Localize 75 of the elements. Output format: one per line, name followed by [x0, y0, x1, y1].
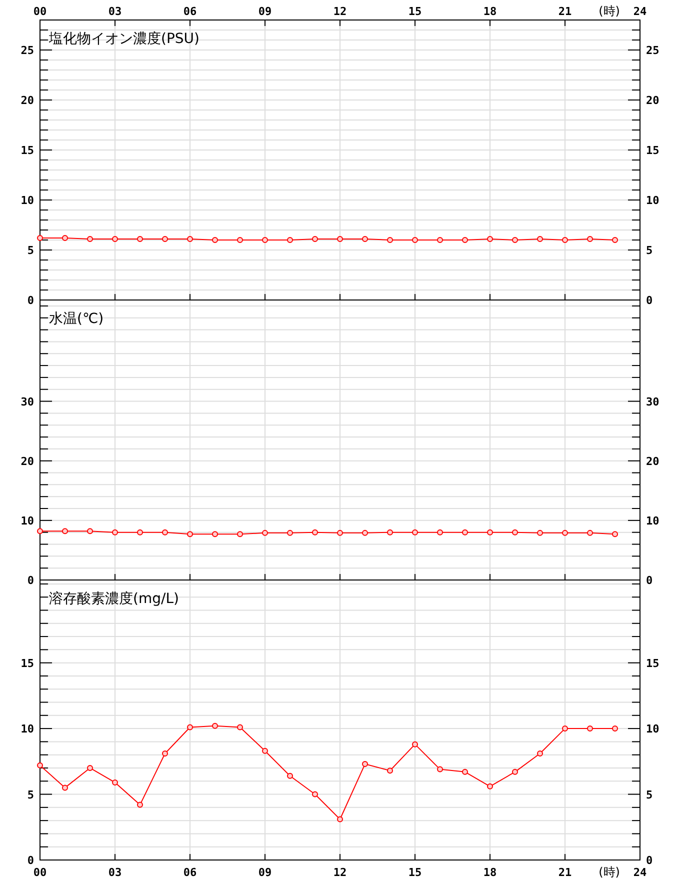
- x2-tick-label: 15: [408, 5, 422, 18]
- x-tick-label: 12: [333, 866, 347, 879]
- point: [287, 772, 293, 779]
- y2-tick-label: 10: [646, 722, 660, 736]
- point: [387, 768, 393, 774]
- point: [512, 768, 518, 775]
- x2-tick-label: 00: [33, 5, 47, 18]
- y-tick-label: 5: [27, 788, 34, 802]
- point: [137, 802, 143, 808]
- x-tick-label: 06: [183, 866, 197, 879]
- point: [62, 784, 68, 791]
- point: [462, 768, 468, 775]
- y-tick-label: 0: [27, 294, 34, 307]
- y-tick-label: 10: [20, 514, 34, 528]
- x-tick-label: 24: [633, 866, 647, 879]
- text: 水温(℃): [49, 311, 104, 327]
- point: [562, 726, 568, 732]
- x2-tick-label: 24: [633, 5, 647, 18]
- text: 溶存酸素濃度(mg/L): [49, 591, 179, 607]
- y2-tick-label: 5: [646, 788, 653, 802]
- y2-tick-label: 0: [646, 854, 653, 867]
- x-tick-label: 00: [33, 866, 47, 879]
- y-tick-label: 25: [20, 44, 34, 57]
- y2-tick-label: 15: [646, 144, 660, 157]
- x-tick-label: 18: [483, 866, 497, 879]
- point: [87, 764, 93, 771]
- y2-tick-label: 20: [646, 454, 660, 468]
- x2-tick-label: 18: [483, 5, 497, 18]
- y2-tick-label: 20: [646, 94, 660, 107]
- point: [337, 816, 343, 822]
- y2-tick-label: 30: [646, 395, 660, 408]
- point: [412, 741, 418, 748]
- text: 塩化物イオン濃度(PSU): [48, 31, 200, 47]
- y2-tick-label: 5: [646, 244, 653, 257]
- y-tick-label: 30: [20, 395, 34, 408]
- y2-tick-label: 10: [646, 194, 660, 207]
- y-tick-label: 0: [27, 854, 34, 867]
- y2-tick-label: 10: [646, 514, 660, 528]
- y-tick-label: 10: [20, 722, 34, 736]
- x2-axis-title: (時): [598, 4, 620, 18]
- x-tick-label: 03: [108, 866, 122, 879]
- y-tick-label: 20: [20, 94, 34, 107]
- x-tick-label: 09: [258, 866, 272, 879]
- y-tick-label: 0: [27, 574, 34, 587]
- y2-tick-label: 25: [646, 44, 660, 57]
- point: [437, 766, 443, 772]
- point: [487, 783, 493, 790]
- y-tick-label: 20: [20, 454, 34, 468]
- point: [587, 726, 593, 732]
- y-tick-label: 15: [20, 144, 34, 157]
- y2-tick-label: 0: [646, 574, 653, 587]
- x2-tick-label: 12: [333, 5, 347, 18]
- x2-tick-label: 21: [558, 5, 572, 18]
- x-axis-title: (時): [598, 865, 620, 879]
- y-tick-label: 15: [20, 656, 34, 670]
- x2-tick-label: 09: [258, 5, 272, 18]
- x2-tick-label: 06: [183, 5, 197, 18]
- x-tick-label: 21: [558, 866, 572, 879]
- point: [537, 750, 543, 757]
- point: [362, 761, 368, 768]
- point: [37, 762, 43, 768]
- point: [112, 779, 118, 786]
- point: [262, 748, 268, 754]
- x2-tick-label: 03: [108, 5, 122, 18]
- y2-tick-label: 0: [646, 294, 653, 307]
- point: [237, 724, 243, 730]
- point: [162, 750, 168, 757]
- point: [312, 791, 318, 798]
- point: [212, 722, 218, 729]
- point: [612, 726, 618, 732]
- y2-tick-label: 15: [646, 656, 660, 670]
- point: [187, 724, 193, 730]
- y-tick-label: 5: [27, 244, 34, 257]
- x-tick-label: 15: [408, 866, 422, 879]
- y-tick-label: 10: [20, 194, 34, 207]
